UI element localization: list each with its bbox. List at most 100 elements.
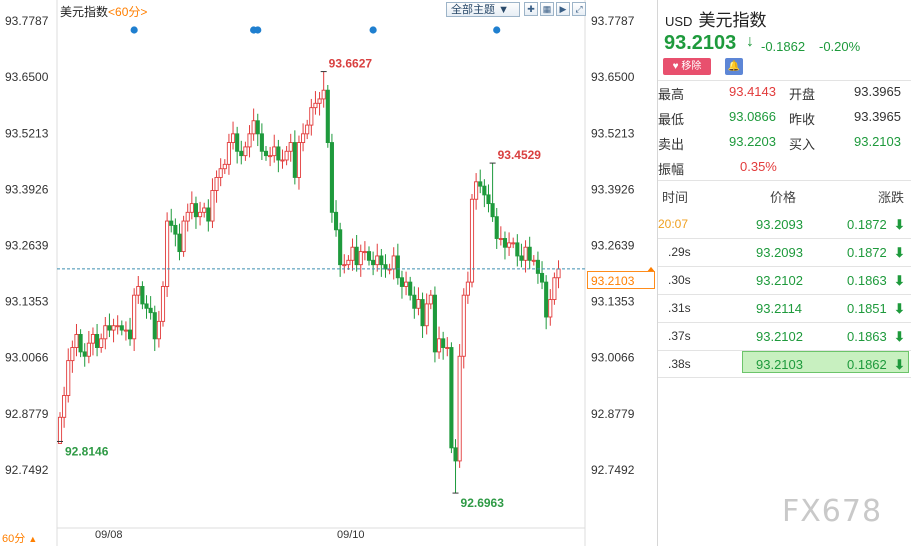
grid-icon[interactable]: ▦ — [540, 2, 554, 16]
candle-body — [379, 255, 384, 266]
candle-body — [445, 347, 450, 349]
remove-button[interactable]: ♥ 移除 — [663, 58, 711, 75]
candle-body — [461, 294, 466, 357]
candle-body — [441, 338, 446, 348]
candle-body — [86, 342, 91, 357]
tick-row: .38s 93.2103 0.1862 ⬇ — [658, 350, 911, 378]
candle-body — [251, 120, 256, 135]
candle-body — [539, 272, 545, 283]
event-marker — [254, 26, 262, 34]
current-price-box: 93.2103 — [587, 271, 655, 289]
candle-body — [366, 251, 372, 261]
tick-change: 0.1863 — [847, 273, 887, 288]
stat-label-low: 最低 — [658, 112, 685, 127]
y-tick-label-right: 93.5213 — [591, 126, 635, 140]
stat-label-ask: 卖出 — [658, 137, 685, 152]
candle-body — [350, 246, 355, 261]
candle-body — [57, 416, 63, 444]
alert-button[interactable]: 🔔 — [725, 58, 743, 75]
candle-body — [399, 277, 405, 287]
stat-row-amplitude: 振幅 0.35% — [658, 155, 911, 180]
bell-icon: 🔔 — [727, 61, 741, 72]
candle-body — [523, 246, 528, 261]
y-tick-label-left: 93.1353 — [5, 295, 49, 309]
arrow-down-icon: ⬇ — [894, 217, 905, 232]
theme-dropdown[interactable]: 全部主题 ▼ — [446, 2, 520, 17]
tick-price: 93.2103 — [756, 357, 803, 372]
y-tick-label-left: 92.7492 — [5, 463, 49, 477]
divider — [658, 238, 911, 239]
candle-body — [404, 281, 409, 287]
candle-body — [515, 242, 520, 257]
x-axis-label-0910: 09/10 — [337, 529, 365, 541]
candle-body — [247, 133, 252, 148]
price-change: -0.1862 — [761, 39, 806, 54]
bottom-timeframe-selector[interactable]: 60分 ▲ — [2, 530, 37, 546]
annotation-label: 93.4529 — [498, 148, 542, 162]
y-tick-label-left: 93.6500 — [5, 70, 49, 84]
candle-body — [317, 98, 322, 104]
candle-body — [263, 150, 269, 157]
candle-body — [99, 338, 104, 348]
kline-chart-area[interactable]: 93.7787 93.7787 93.6500 93.6500 93.5213 93.52… — [0, 0, 658, 546]
arrow-down-icon: ⬇ — [894, 273, 905, 288]
arrow-down-icon: ⬇ — [894, 329, 905, 344]
candle-body — [391, 255, 396, 270]
y-tick-label-right: 93.2639 — [591, 239, 635, 253]
annotation-label: 92.8146 — [65, 444, 109, 458]
candle-body — [453, 447, 458, 462]
expand-icon[interactable]: ⤢ — [572, 2, 586, 16]
timeframe-value: 60分 — [115, 5, 141, 19]
y-tick-label-left: 93.5213 — [5, 126, 49, 140]
candle-body — [511, 242, 516, 245]
tick-row: .37s 93.2102 0.1863 ⬇ — [658, 322, 911, 350]
candle-body — [255, 120, 260, 135]
candle-body — [292, 142, 297, 178]
y-tick-label-right: 93.0066 — [591, 351, 635, 365]
tick-time: .30s — [668, 273, 691, 287]
instrument-header: USD 美元指数 — [665, 6, 766, 31]
tick-change: 0.1872 — [847, 245, 887, 260]
crosshair-icon[interactable]: ✚ — [524, 2, 538, 16]
stat-row-high-open: 最高 93.4143 开盘 93.3965 — [658, 80, 911, 105]
triangle-up-icon: ▲ — [28, 534, 38, 544]
candle-body — [329, 142, 334, 213]
candle-body — [457, 355, 462, 462]
candle-body — [62, 395, 67, 418]
stat-value-high: 93.4143 — [729, 84, 776, 99]
tick-row: .31s 93.2114 0.1851 ⬇ — [658, 294, 911, 322]
triangle-up-icon — [647, 266, 655, 272]
candle-body — [519, 255, 524, 261]
candle-body — [486, 194, 491, 205]
remove-button-label: 移除 — [681, 61, 702, 72]
candle-body — [556, 268, 561, 279]
arrow-down-icon: ⬇ — [894, 245, 905, 260]
candle-body — [474, 181, 479, 200]
candle-body — [70, 347, 75, 362]
y-tick-label-right: 92.7492 — [591, 463, 635, 477]
stat-value-bid: 93.2103 — [854, 134, 901, 149]
candle-body — [95, 333, 100, 348]
candle-body — [338, 229, 343, 266]
candle-body — [531, 259, 536, 262]
y-tick-label-left: 93.0066 — [5, 351, 49, 365]
stat-value-ask: 93.2203 — [729, 134, 776, 149]
stat-value-prevclose: 93.3965 — [854, 109, 901, 124]
y-tick-label-left: 92.8779 — [5, 407, 49, 421]
candle-body — [346, 259, 351, 266]
annotation-label: 92.6963 — [461, 496, 505, 510]
y-tick-label-left: 93.3926 — [5, 182, 49, 196]
candle-body — [235, 133, 240, 152]
candle-body — [127, 329, 133, 340]
candle-body — [74, 333, 79, 348]
candle-body — [428, 294, 433, 305]
kline-chart[interactable]: 93.7787 93.7787 93.6500 93.6500 93.5213 93.52… — [0, 0, 658, 546]
stat-row-ask-bid: 卖出 93.2203 买入 93.2103 — [658, 130, 911, 155]
latest-tick-highlight — [742, 351, 909, 373]
stat-label-open: 开盘 — [789, 87, 816, 102]
play-icon[interactable]: ▶ — [556, 2, 570, 16]
chevron-down-icon: ▼ — [498, 4, 509, 16]
tick-row: 20:07 93.2093 0.1872 ⬇ — [658, 210, 911, 238]
tick-price: 93.2102 — [756, 273, 803, 288]
timeframe-label[interactable]: <60分> — [108, 5, 148, 19]
